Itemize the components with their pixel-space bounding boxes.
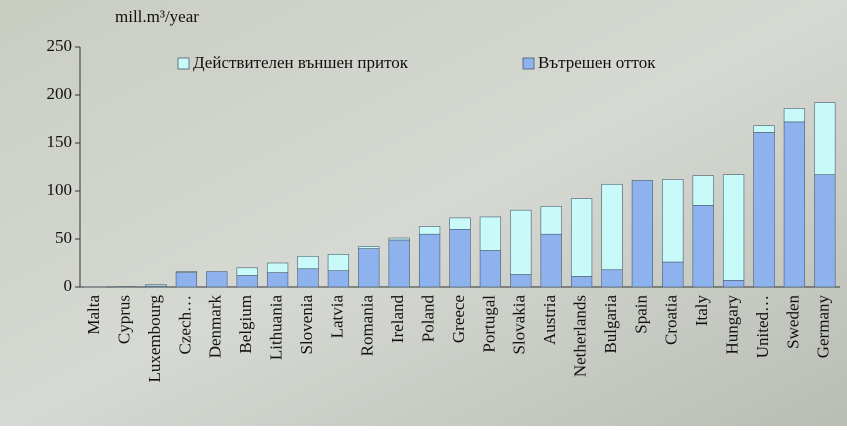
legend-swatch xyxy=(523,58,534,69)
bar-segment xyxy=(784,122,805,287)
x-tick-label: Greece xyxy=(449,295,468,343)
bar-segment xyxy=(784,108,805,121)
x-tick-label: Poland xyxy=(419,295,438,343)
y-tick-label: 150 xyxy=(47,132,73,151)
bar-segment xyxy=(450,229,471,287)
bar-segment xyxy=(419,234,440,287)
bar-segment xyxy=(450,218,471,230)
x-tick-label: Austria xyxy=(540,295,559,346)
bar-segment xyxy=(693,205,714,287)
bar-segment xyxy=(328,254,349,270)
y-tick-label: 0 xyxy=(64,276,73,295)
x-tick-label: Cyprus xyxy=(115,295,134,344)
bar-segment xyxy=(754,126,775,133)
x-tick-label: Hungary xyxy=(723,295,742,355)
x-tick-label: Netherlands xyxy=(571,295,590,377)
x-tick-label: Germany xyxy=(814,295,833,359)
bar-segment xyxy=(358,249,379,287)
legend-label: Вътрешен отток xyxy=(538,53,656,72)
bar-segment xyxy=(602,184,623,269)
bar-segment xyxy=(754,132,775,287)
bar-segment xyxy=(389,240,410,287)
bar-segment xyxy=(389,238,410,240)
x-tick-label: Ireland xyxy=(388,295,407,344)
bar-segment xyxy=(237,275,258,287)
x-tick-label: Lithuania xyxy=(267,295,286,361)
x-tick-label: Belgium xyxy=(236,295,255,354)
bar-segment xyxy=(541,206,562,234)
x-tick-label: Slovenia xyxy=(297,295,316,355)
x-tick-label: Romania xyxy=(358,295,377,357)
x-tick-label: Luxembourg xyxy=(145,295,164,383)
x-tick-label: Malta xyxy=(84,295,103,335)
x-tick-label: Italy xyxy=(692,295,711,327)
x-tick-label: United… xyxy=(753,295,772,358)
y-axis-label: mill.m³/year xyxy=(115,7,199,26)
x-tick-label: Portugal xyxy=(479,295,498,353)
bar-segment xyxy=(298,256,319,268)
bar-segment xyxy=(510,210,531,274)
y-tick-label: 50 xyxy=(55,228,72,247)
bar-segment xyxy=(662,262,683,287)
legend-swatch xyxy=(178,58,189,69)
bar-segment xyxy=(176,272,197,273)
bar-segment xyxy=(298,269,319,287)
bar-segment xyxy=(814,175,835,287)
y-tick-label: 200 xyxy=(47,84,73,103)
bar-segment xyxy=(480,251,501,287)
bar-segment xyxy=(480,217,501,251)
bar-segment xyxy=(267,263,288,273)
bar-segment xyxy=(662,179,683,262)
bar-segment xyxy=(237,268,258,276)
x-tick-label: Latvia xyxy=(327,295,346,339)
bar-segment xyxy=(693,176,714,206)
bar-segment xyxy=(267,273,288,287)
x-tick-label: Denmark xyxy=(206,295,225,359)
bar-segment xyxy=(814,103,835,175)
x-tick-label: Sweden xyxy=(783,295,802,349)
bar-segment xyxy=(571,199,592,277)
bar-segment xyxy=(146,285,167,286)
bar-segment xyxy=(723,175,744,281)
x-tick-label: Croatia xyxy=(662,295,681,345)
x-tick-label: Bulgaria xyxy=(601,295,620,354)
bar-segment xyxy=(602,270,623,287)
bar-segment xyxy=(206,272,227,287)
bar-segment xyxy=(632,180,653,287)
bar-segment xyxy=(419,227,440,235)
bar-segment xyxy=(541,234,562,287)
y-tick-label: 250 xyxy=(47,36,73,55)
x-tick-label: Czech… xyxy=(175,295,194,354)
x-tick-label: Spain xyxy=(631,295,650,334)
bar-segment xyxy=(358,247,379,249)
legend-label: Действителен външен приток xyxy=(193,53,409,72)
bar-segment xyxy=(571,276,592,287)
bar-segment xyxy=(176,273,197,287)
bar-segment xyxy=(328,271,349,287)
y-tick-label: 100 xyxy=(47,180,73,199)
x-tick-label: Slovakia xyxy=(510,295,529,355)
bar-segment xyxy=(723,280,744,287)
bar-segment xyxy=(510,275,531,287)
